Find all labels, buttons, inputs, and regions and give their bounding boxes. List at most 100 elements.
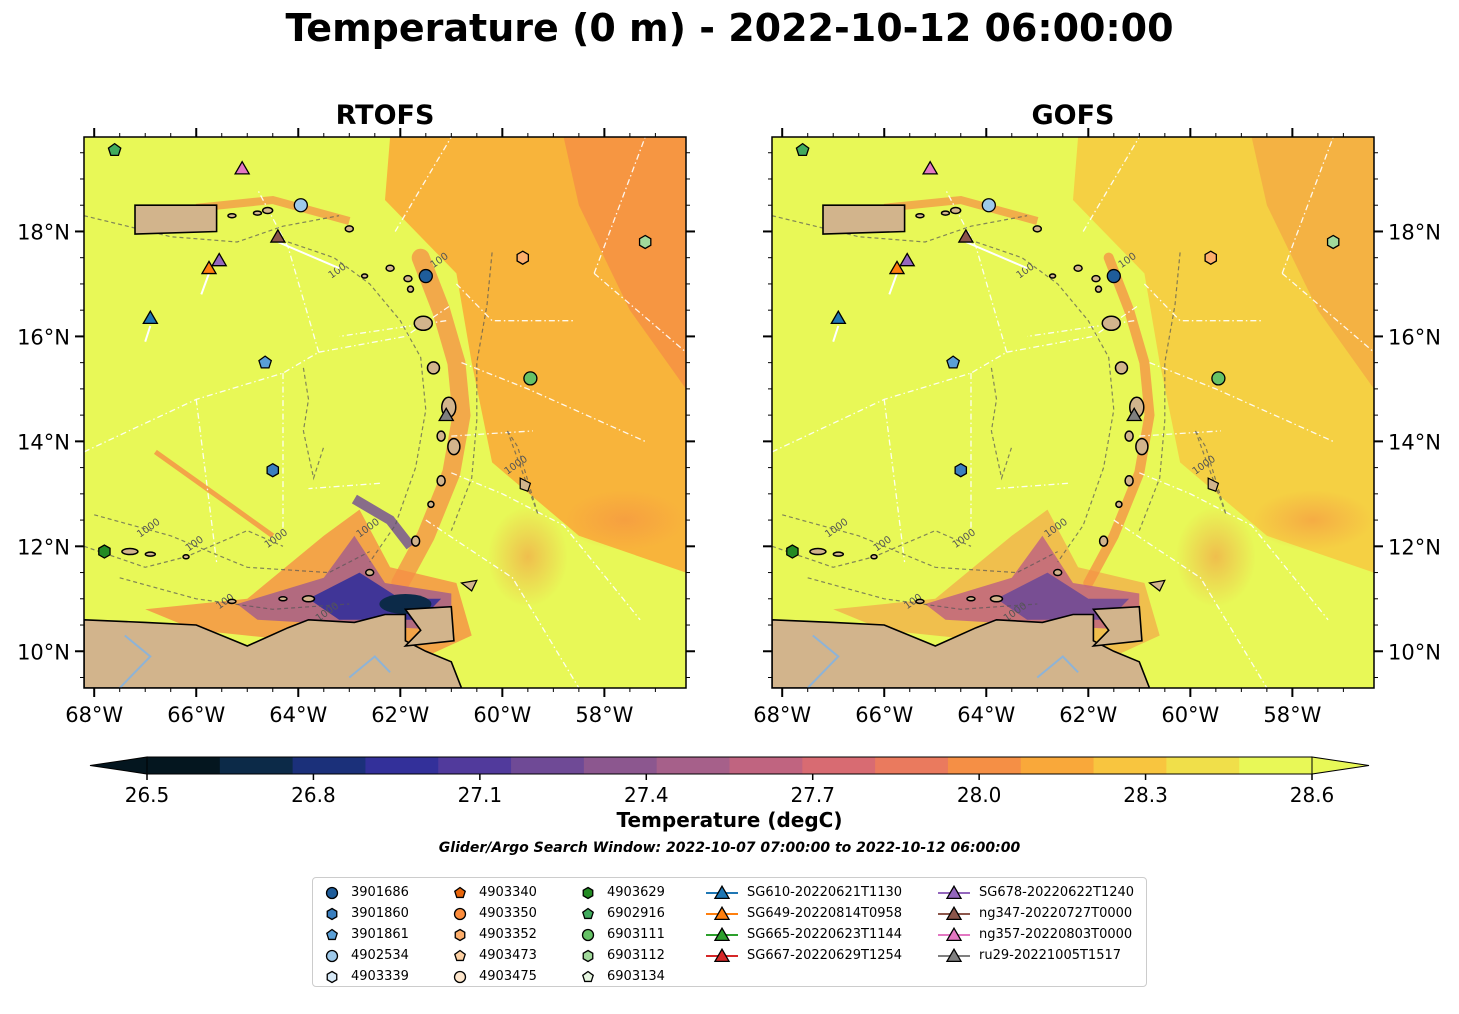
hexagon-marker-icon (454, 928, 466, 941)
legend-label: 3901861 (351, 927, 409, 942)
legend-label: SG667-20220629T1254 (747, 948, 903, 963)
observation-marker (1126, 407, 1143, 422)
legend-item: ng357-20220803T0000 (937, 924, 1134, 945)
island (447, 437, 461, 456)
observation-marker (1106, 268, 1121, 284)
colorbar-tick-label: 27.7 (790, 783, 835, 807)
island (1101, 315, 1122, 332)
legend-column: 3901686 3901860 3901861 4902534 4903339 (321, 882, 409, 987)
colorbar-tick-label: 26.8 (291, 783, 336, 807)
island (1073, 264, 1083, 272)
bathymetry-contour (287, 241, 427, 563)
barbados (519, 477, 532, 492)
island (227, 598, 237, 605)
island (278, 596, 288, 602)
warm-region (1073, 137, 1374, 573)
boundary-line (1149, 361, 1334, 442)
legend-label: 6903134 (607, 969, 665, 984)
boundary-line (451, 472, 641, 621)
colorbar: 26.5 26.8 27.1 27.4 27.7 28.0 28.3 28.6 (89, 756, 1370, 807)
observation-marker (200, 260, 218, 275)
observation-marker (211, 252, 228, 267)
observation-marker (1204, 250, 1218, 265)
observation-marker (1211, 371, 1226, 386)
observation-marker (1326, 234, 1340, 250)
y-tick-label: 16°N (1388, 325, 1441, 349)
y-tick-label: 14°N (17, 430, 70, 454)
observation-marker (957, 228, 975, 243)
colorbar-segment (147, 757, 221, 774)
x-tick-label: 58°W (1263, 703, 1321, 727)
observation-marker (98, 544, 111, 559)
colorbar-segment (219, 757, 294, 774)
colorbar-segment (1239, 757, 1313, 774)
circle-marker-icon (453, 970, 467, 983)
island (966, 596, 976, 602)
colorbar-tick-label: 27.1 (458, 783, 503, 807)
pentagon-marker-icon (454, 886, 466, 898)
island (410, 535, 421, 547)
legend-label: 3901860 (351, 906, 409, 921)
island (360, 273, 369, 279)
map-frame (771, 136, 1375, 689)
legend-label: SG665-20220623T1144 (747, 927, 903, 942)
island (436, 430, 446, 442)
boundary-line (84, 351, 320, 453)
x-tick-label: 68°W (753, 703, 811, 727)
panel-title-gofs: GOFS (1031, 100, 1115, 131)
boundary-line (883, 399, 906, 563)
observation-marker (516, 250, 530, 265)
circle-marker-icon (325, 949, 339, 962)
hexagon-marker-icon (582, 949, 594, 962)
search-window-subtitle: Glider/Argo Search Window: 2022-10-07 07… (438, 840, 1021, 856)
figure-title: Temperature (0 m) - 2022-10-12 06:00:00 (285, 6, 1174, 50)
island (182, 554, 190, 560)
colorbar-segment (1020, 757, 1095, 774)
boundary-line (394, 137, 452, 232)
boundary-line (195, 399, 218, 563)
island (436, 474, 446, 487)
colorbar-segment (947, 757, 1022, 774)
boundary-line (455, 283, 574, 322)
circle-marker-icon (453, 907, 467, 920)
observation-marker (981, 198, 996, 213)
puerto-rico (134, 204, 218, 235)
legend-label: 4903350 (479, 906, 537, 921)
river (118, 634, 152, 688)
boundary-line (318, 304, 452, 353)
legend-column: 4903629 6902916 6903111 6903112 6903134 (577, 882, 665, 987)
island (1091, 274, 1101, 283)
observation-marker (258, 355, 273, 369)
y-tick-label: 12°N (1388, 535, 1441, 559)
pentagon-marker-icon (326, 928, 338, 940)
boundary-line (1139, 430, 1221, 437)
legend-item: 4903352 (449, 924, 537, 945)
triangle-marker-icon (938, 926, 970, 941)
x-tick-label: 62°W (1059, 703, 1117, 727)
colorbar-segment (1166, 757, 1240, 774)
observation-marker (795, 142, 810, 157)
hexagon-marker-icon (326, 907, 338, 920)
circle-marker-icon (325, 886, 339, 899)
pentagon-marker-icon (582, 970, 594, 982)
legend-item: 4903340 (449, 882, 537, 903)
legend-item: 4903629 (577, 882, 665, 903)
triangle-marker-icon (938, 884, 970, 899)
filament (153, 449, 275, 538)
plume-core (996, 572, 1130, 620)
boundary-line (1006, 304, 1140, 353)
colorbar-tick-label: 28.3 (1123, 783, 1168, 807)
legend-item: 4902534 (321, 945, 409, 966)
x-tick-label: 66°W (167, 703, 225, 727)
north-streak (195, 195, 351, 225)
triangle-marker-icon (706, 947, 738, 962)
legend-label: 4903340 (479, 885, 537, 900)
x-tick-label: 66°W (855, 703, 913, 727)
legend-label: ru29-20221005T1517 (979, 948, 1122, 963)
y-tick-label: 14°N (1388, 430, 1441, 454)
boundary-line (451, 430, 533, 437)
island (915, 598, 925, 605)
